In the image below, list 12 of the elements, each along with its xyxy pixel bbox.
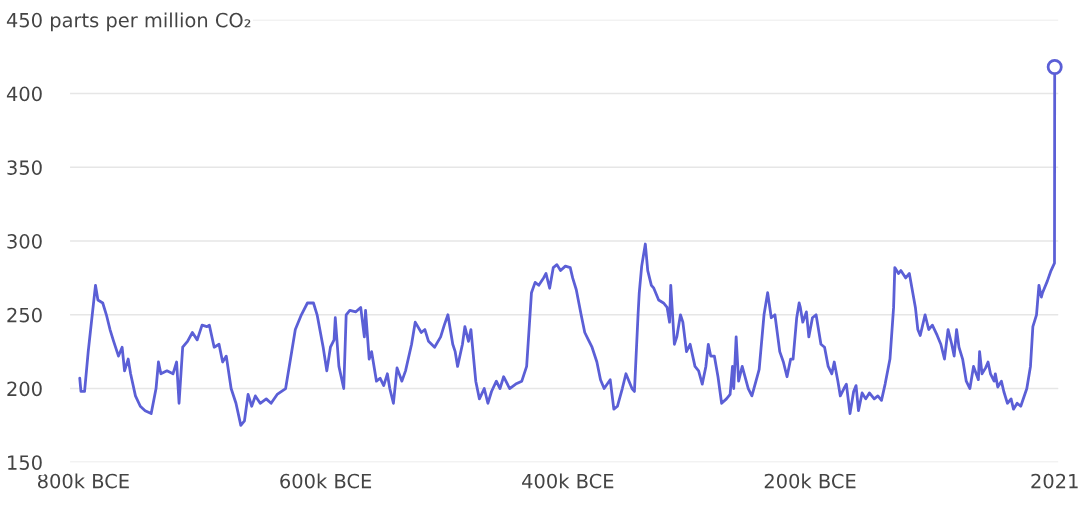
- y-tick-label: 400: [6, 86, 42, 102]
- x-tick-label: 2021: [1031, 473, 1078, 489]
- y-tick-label: 350: [7, 160, 42, 175]
- y-tick-label: 200: [7, 381, 42, 397]
- x-tick-label: 800k BCE: [37, 473, 129, 489]
- y-tick-label: 300: [7, 234, 42, 249]
- y-tick-label: 150: [8, 455, 42, 470]
- x-tick-label: 600k BCE: [280, 473, 372, 489]
- y-tick-label: 450 parts per million CO₂: [6, 12, 251, 32]
- y-tick-label: 250: [7, 307, 42, 323]
- x-tick-label: 200k BCE: [764, 473, 856, 489]
- x-tick-label: 400k BCE: [522, 473, 614, 489]
